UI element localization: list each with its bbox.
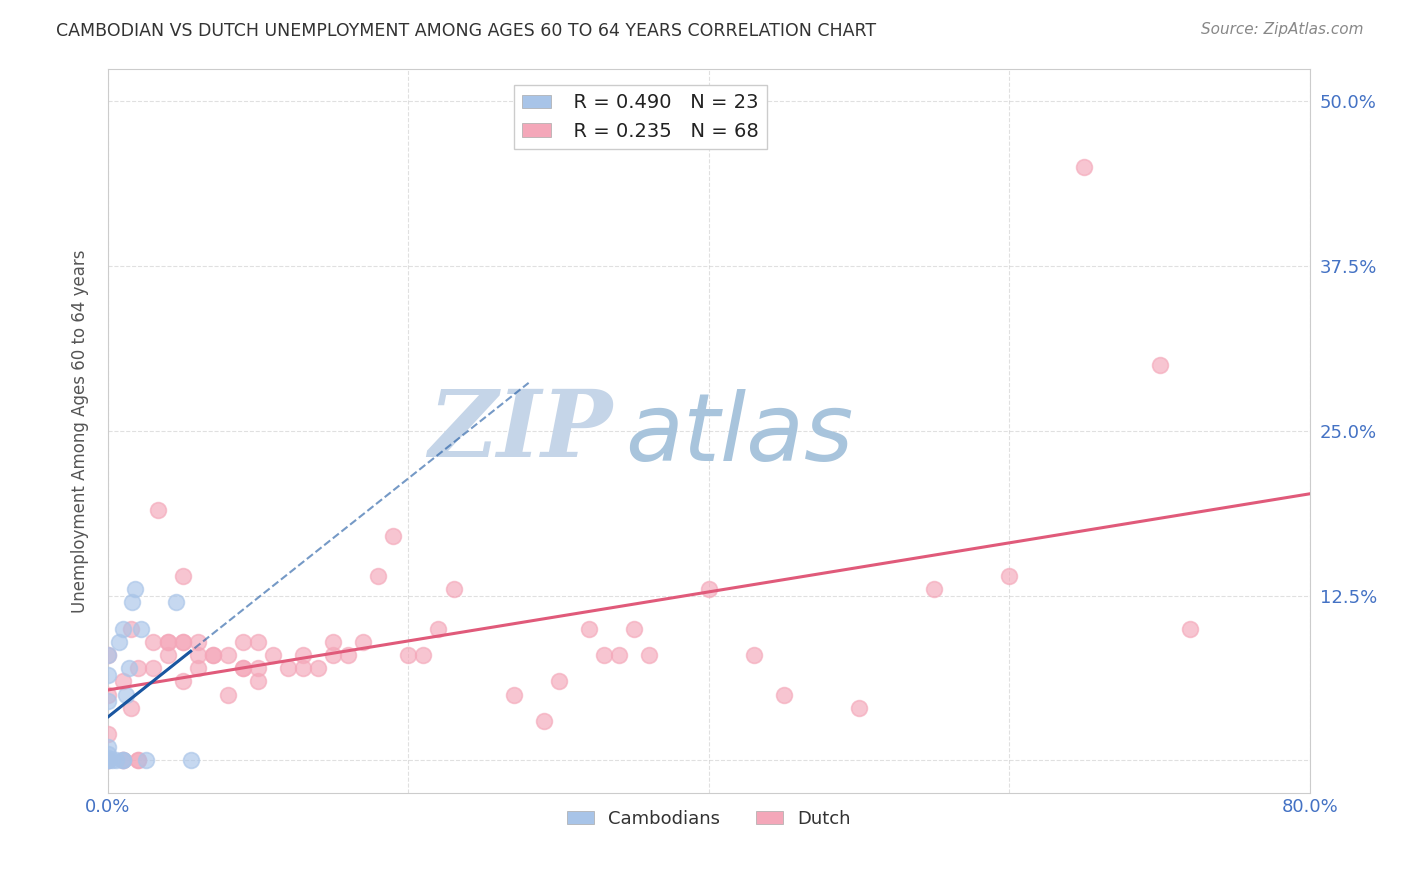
Point: [129, 622, 152, 636]
Point: [124, 582, 146, 596]
Legend: Cambodians, Dutch: Cambodians, Dutch: [560, 803, 859, 835]
Point: [187, 661, 209, 675]
Point: [322, 648, 344, 662]
Point: [412, 648, 434, 662]
Point: [172, 674, 194, 689]
Point: [97, 740, 120, 755]
Point: [97, 727, 120, 741]
Point: [443, 582, 465, 596]
Point: [1149, 358, 1171, 372]
Point: [352, 634, 374, 648]
Point: [202, 648, 225, 662]
Point: [202, 648, 225, 662]
Point: [187, 648, 209, 662]
Point: [97, 753, 120, 767]
Point: [172, 634, 194, 648]
Point: [146, 503, 169, 517]
Point: [135, 753, 157, 767]
Point: [142, 661, 165, 675]
Point: [187, 634, 209, 648]
Point: [104, 753, 127, 767]
Point: [307, 661, 329, 675]
Point: [111, 753, 134, 767]
Point: [217, 688, 239, 702]
Point: [97, 694, 120, 708]
Point: [277, 661, 299, 675]
Text: atlas: atlas: [624, 389, 853, 480]
Point: [97, 753, 120, 767]
Point: [337, 648, 360, 662]
Point: [111, 674, 134, 689]
Point: [115, 688, 138, 702]
Point: [1073, 161, 1095, 175]
Point: [998, 569, 1021, 583]
Point: [623, 622, 645, 636]
Point: [127, 753, 149, 767]
Point: [247, 674, 270, 689]
Point: [97, 667, 120, 681]
Point: [262, 648, 284, 662]
Point: [773, 688, 796, 702]
Point: [97, 648, 120, 662]
Point: [247, 661, 270, 675]
Point: [111, 753, 134, 767]
Point: [157, 634, 180, 648]
Point: [97, 751, 120, 765]
Point: [398, 648, 420, 662]
Point: [848, 700, 870, 714]
Point: [120, 622, 142, 636]
Point: [292, 648, 315, 662]
Point: [232, 661, 254, 675]
Point: [637, 648, 659, 662]
Point: [97, 688, 120, 702]
Point: [232, 634, 254, 648]
Point: [592, 648, 614, 662]
Point: [232, 661, 254, 675]
Point: [157, 648, 180, 662]
Point: [502, 688, 524, 702]
Point: [292, 661, 315, 675]
Point: [142, 634, 165, 648]
Point: [111, 753, 134, 767]
Point: [180, 753, 202, 767]
Point: [382, 529, 405, 543]
Point: [322, 634, 344, 648]
Point: [578, 622, 600, 636]
Point: [157, 634, 180, 648]
Y-axis label: Unemployment Among Ages 60 to 64 years: Unemployment Among Ages 60 to 64 years: [72, 249, 89, 613]
Point: [127, 661, 149, 675]
Point: [127, 753, 149, 767]
Point: [111, 622, 134, 636]
Point: [118, 661, 141, 675]
Point: [172, 569, 194, 583]
Point: [107, 634, 129, 648]
Point: [172, 634, 194, 648]
Point: [247, 634, 270, 648]
Text: CAMBODIAN VS DUTCH UNEMPLOYMENT AMONG AGES 60 TO 64 YEARS CORRELATION CHART: CAMBODIAN VS DUTCH UNEMPLOYMENT AMONG AG…: [56, 22, 876, 40]
Point: [742, 648, 765, 662]
Point: [217, 648, 239, 662]
Point: [367, 569, 389, 583]
Text: ZIP: ZIP: [429, 386, 613, 476]
Text: Source: ZipAtlas.com: Source: ZipAtlas.com: [1201, 22, 1364, 37]
Point: [427, 622, 450, 636]
Point: [97, 747, 120, 761]
Point: [697, 582, 720, 596]
Point: [97, 753, 120, 767]
Point: [165, 595, 187, 609]
Point: [97, 753, 120, 767]
Point: [97, 648, 120, 662]
Point: [547, 674, 569, 689]
Point: [607, 648, 630, 662]
Point: [120, 700, 142, 714]
Point: [111, 753, 134, 767]
Point: [101, 753, 124, 767]
Point: [533, 714, 555, 728]
Point: [97, 753, 120, 767]
Point: [121, 595, 143, 609]
Point: [922, 582, 945, 596]
Point: [1178, 622, 1201, 636]
